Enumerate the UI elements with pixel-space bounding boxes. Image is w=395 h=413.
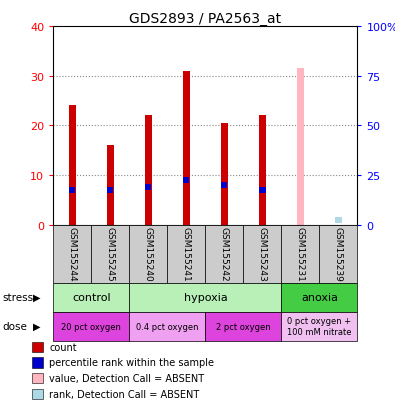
Bar <box>53 225 91 283</box>
Text: 0 pct oxygen +
100 mM nitrate: 0 pct oxygen + 100 mM nitrate <box>287 317 352 336</box>
Text: ▶: ▶ <box>33 292 40 302</box>
Bar <box>145 116 152 225</box>
Bar <box>205 225 243 283</box>
Text: GSM155243: GSM155243 <box>258 227 267 281</box>
Bar <box>107 188 113 193</box>
Bar <box>183 71 190 225</box>
Bar <box>130 225 167 283</box>
Text: ▶: ▶ <box>33 321 40 331</box>
Bar <box>281 225 320 283</box>
Text: GSM155231: GSM155231 <box>296 227 305 281</box>
Bar <box>53 283 130 312</box>
Text: 20 pct oxygen: 20 pct oxygen <box>61 322 121 331</box>
Bar <box>91 225 130 283</box>
Bar <box>183 178 190 183</box>
Bar <box>69 188 75 193</box>
Text: stress: stress <box>2 292 33 302</box>
Bar <box>167 225 205 283</box>
Text: 0.4 pct oxygen: 0.4 pct oxygen <box>136 322 199 331</box>
Text: GSM155239: GSM155239 <box>334 227 343 281</box>
Text: rank, Detection Call = ABSENT: rank, Detection Call = ABSENT <box>49 389 199 399</box>
Text: GSM155245: GSM155245 <box>106 227 115 281</box>
Bar <box>281 312 357 341</box>
Bar <box>205 312 282 341</box>
Text: 2 pct oxygen: 2 pct oxygen <box>216 322 271 331</box>
Bar <box>130 312 205 341</box>
Text: GSM155242: GSM155242 <box>220 227 229 281</box>
Bar <box>260 188 265 193</box>
Bar <box>297 69 304 225</box>
Text: dose: dose <box>2 321 27 331</box>
Text: control: control <box>72 292 111 302</box>
Bar <box>145 185 151 191</box>
Text: anoxia: anoxia <box>301 292 338 302</box>
Title: GDS2893 / PA2563_at: GDS2893 / PA2563_at <box>129 12 282 26</box>
Bar <box>130 283 281 312</box>
Text: GSM155244: GSM155244 <box>68 227 77 281</box>
Text: count: count <box>49 342 77 352</box>
Bar <box>221 123 228 225</box>
Text: value, Detection Call = ABSENT: value, Detection Call = ABSENT <box>49 373 205 383</box>
Text: GSM155240: GSM155240 <box>144 227 153 281</box>
Bar <box>281 283 357 312</box>
Bar <box>69 106 76 225</box>
Bar <box>259 116 266 225</box>
Bar <box>107 146 114 225</box>
Bar <box>221 183 228 188</box>
Text: hypoxia: hypoxia <box>184 292 227 302</box>
Text: percentile rank within the sample: percentile rank within the sample <box>49 358 214 368</box>
Bar <box>320 225 357 283</box>
Bar <box>243 225 282 283</box>
Bar <box>335 217 342 223</box>
Text: GSM155241: GSM155241 <box>182 227 191 281</box>
Bar <box>53 312 130 341</box>
